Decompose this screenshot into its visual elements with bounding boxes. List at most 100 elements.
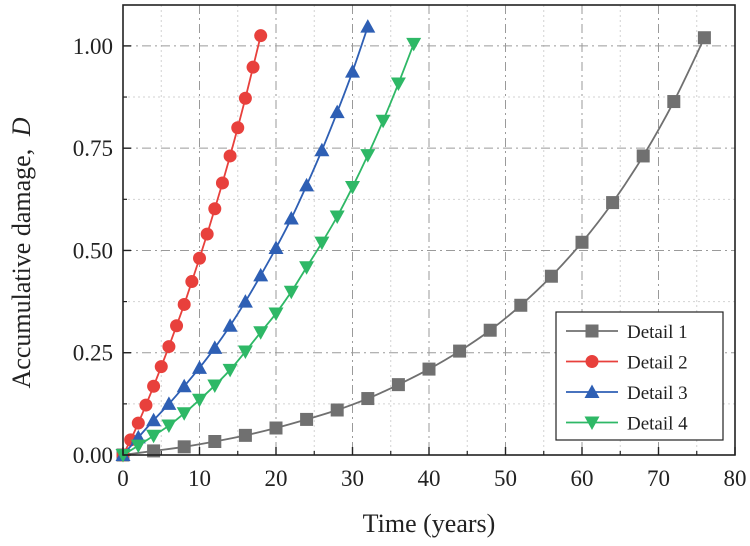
data-point-detail-3 — [176, 378, 192, 393]
legend-entry-detail-4: Detail 4 — [566, 414, 688, 435]
legend-label-detail-3: Detail 3 — [627, 383, 688, 404]
data-point-detail-2 — [154, 360, 168, 374]
x-tick-label: 50 — [494, 466, 517, 491]
data-point-detail-1 — [697, 31, 711, 45]
data-point-detail-2 — [246, 60, 260, 74]
data-point-detail-4 — [268, 307, 284, 321]
legend-label-detail-2: Detail 2 — [627, 353, 688, 374]
x-tick-label: 80 — [724, 466, 747, 491]
legend-marker-detail-2 — [585, 355, 599, 368]
data-point-detail-4 — [146, 429, 162, 444]
data-point-detail-4 — [237, 345, 253, 359]
data-point-detail-1 — [636, 149, 650, 163]
data-point-detail-2 — [223, 149, 237, 163]
x-tick-label: 40 — [418, 466, 441, 491]
y-axis-title-variable: D — [7, 117, 36, 137]
data-point-detail-4 — [406, 37, 422, 52]
data-point-detail-3 — [329, 104, 345, 119]
data-point-detail-4 — [345, 181, 360, 195]
data-point-detail-3 — [299, 177, 315, 192]
x-axis-title: Time (years) — [363, 509, 496, 538]
data-point-detail-1 — [208, 435, 222, 448]
data-point-detail-3 — [222, 318, 238, 332]
data-point-detail-4 — [176, 407, 192, 421]
data-point-detail-1 — [238, 428, 252, 442]
data-point-detail-3 — [192, 360, 207, 374]
y-axis-title: Accumulative damage, D — [7, 117, 36, 388]
data-point-detail-4 — [314, 236, 330, 251]
y-axis-title-text: Accumulative damage, — [7, 149, 36, 389]
legend-entry-detail-1: Detail 1 — [566, 322, 688, 343]
data-point-detail-3 — [268, 240, 284, 254]
x-tick-label: 20 — [265, 466, 288, 491]
data-point-detail-4 — [207, 379, 223, 393]
data-point-detail-3 — [146, 412, 162, 427]
data-point-detail-1 — [361, 392, 375, 406]
data-point-detail-1 — [575, 235, 589, 249]
data-point-detail-2 — [231, 121, 245, 135]
data-point-detail-4 — [130, 439, 146, 454]
data-point-detail-1 — [514, 298, 528, 312]
data-point-detail-4 — [299, 261, 315, 275]
data-point-detail-3 — [345, 64, 360, 78]
data-point-detail-1 — [330, 403, 344, 417]
data-point-detail-3 — [161, 396, 177, 410]
data-point-detail-2 — [185, 275, 199, 289]
data-point-detail-3 — [283, 211, 299, 225]
data-point-detail-2 — [147, 379, 161, 393]
series-detail-1 — [116, 31, 711, 462]
data-point-detail-3 — [207, 340, 223, 354]
x-tick-label: 0 — [117, 466, 129, 491]
data-point-detail-3 — [314, 142, 330, 157]
data-point-detail-4 — [161, 419, 177, 434]
y-tick-label: 0.50 — [73, 238, 113, 263]
data-point-detail-1 — [177, 440, 191, 454]
data-point-detail-4 — [360, 149, 376, 163]
data-point-detail-1 — [147, 444, 161, 458]
y-tick-label: 0.25 — [73, 341, 113, 366]
legend-label-detail-4: Detail 4 — [627, 414, 688, 435]
data-point-detail-4 — [253, 326, 269, 340]
data-point-detail-2 — [254, 29, 268, 43]
data-point-detail-4 — [192, 393, 207, 408]
data-point-detail-1 — [483, 323, 497, 337]
data-point-detail-2 — [200, 227, 214, 241]
data-point-detail-1 — [667, 95, 681, 109]
legend-entry-detail-3: Detail 3 — [566, 383, 688, 404]
data-point-detail-1 — [300, 412, 314, 426]
data-point-detail-2 — [139, 398, 153, 412]
data-point-detail-2 — [170, 319, 184, 333]
data-point-detail-4 — [283, 285, 299, 300]
data-point-detail-1 — [391, 378, 405, 392]
data-point-detail-4 — [375, 114, 391, 129]
legend: Detail 1 Detail 2 Detail 3 Detail 4 — [555, 311, 724, 441]
legend-box — [555, 311, 724, 441]
series-detail-2 — [116, 29, 268, 462]
data-point-detail-3 — [237, 294, 253, 308]
legend-marker-detail-1 — [585, 324, 599, 338]
y-tick-label: 0.75 — [73, 136, 113, 161]
x-tick-label: 10 — [188, 466, 211, 491]
legend-marker-detail-4 — [584, 416, 600, 430]
data-point-detail-3 — [253, 267, 269, 282]
data-point-detail-4 — [390, 77, 406, 92]
legend-marker-detail-3 — [584, 384, 600, 398]
y-tick-label: 0.00 — [73, 443, 113, 468]
data-point-detail-2 — [215, 176, 229, 190]
data-point-detail-4 — [329, 210, 345, 224]
axes-layer: 0 10 20 30 40 50 60 70 80 0.00 0.25 0.50 0.75 1.00 — [73, 4, 747, 491]
data-point-detail-2 — [208, 202, 222, 216]
legend-label-detail-1: Detail 1 — [627, 322, 688, 343]
data-point-detail-2 — [162, 340, 176, 354]
data-point-detail-1 — [269, 421, 283, 435]
legend-entry-detail-2: Detail 2 — [566, 353, 688, 374]
data-point-detail-1 — [422, 362, 436, 376]
data-point-detail-3 — [360, 19, 376, 33]
series-detail-3 — [115, 19, 376, 461]
data-point-detail-2 — [131, 416, 145, 430]
data-point-detail-2 — [193, 251, 206, 265]
x-tick-label: 70 — [647, 466, 670, 491]
x-tick-label: 60 — [571, 466, 594, 491]
